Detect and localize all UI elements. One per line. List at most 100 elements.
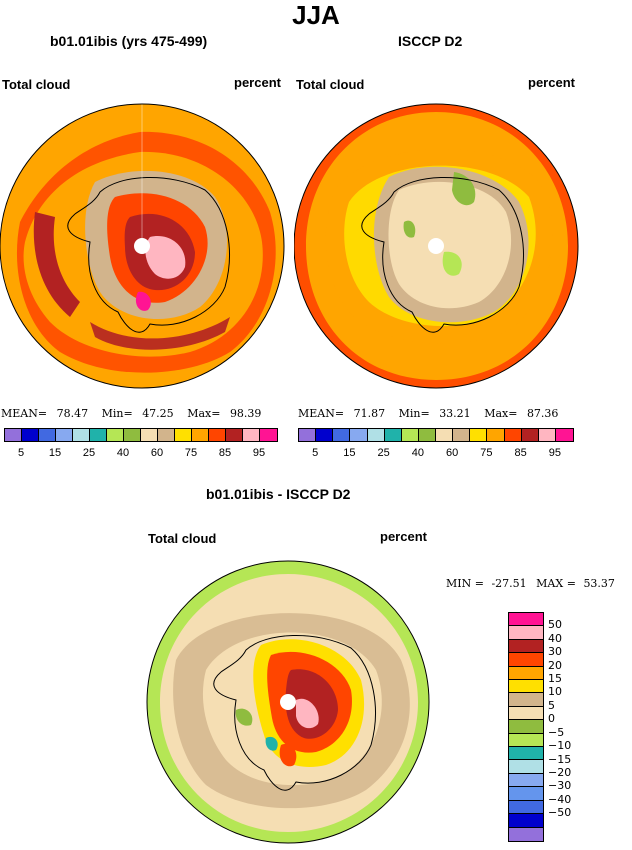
colorbar-swatch: [226, 429, 243, 441]
colorbar-swatch: [555, 429, 573, 441]
colorbar-swatch: [487, 429, 505, 441]
colorbar-tick-label: 10: [548, 685, 562, 699]
colorbar-tick-label: −50: [548, 806, 572, 820]
colorbar-swatch: [509, 626, 543, 640]
colorbar-swatch: [509, 747, 543, 761]
panel2-max-value: 87.36: [526, 407, 559, 420]
panel1-polar-map: [0, 103, 285, 389]
colorbar-swatch: [158, 429, 175, 441]
colorbar-swatch: [509, 814, 543, 828]
colorbar-swatch: [56, 429, 73, 441]
colorbar-tick-label: −40: [548, 792, 572, 806]
colorbar-swatch: [418, 429, 436, 441]
diff-units-label: percent: [380, 529, 427, 544]
colorbar-swatch: [509, 639, 543, 654]
colorbar-swatch: [453, 429, 471, 441]
colorbar-swatch: [5, 429, 22, 441]
colorbar-swatch: [209, 429, 226, 441]
panel1-colorbar: [4, 428, 278, 442]
colorbar-tick-label: −20: [548, 765, 572, 779]
panel1-stats: MEAN= 78.47 Min= 47.25 Max= 98.39: [1, 407, 261, 420]
colorbar-tick-label: 5: [312, 447, 319, 459]
colorbar-swatch: [509, 666, 543, 681]
colorbar-swatch: [509, 760, 543, 774]
colorbar-tick-label: 60: [150, 447, 164, 459]
panel2-mean-label: MEAN=: [298, 407, 345, 420]
diff-max-value: 53.37: [583, 577, 615, 590]
colorbar-swatch: [175, 429, 192, 441]
colorbar-swatch: [504, 429, 522, 441]
colorbar-tick-label: 0: [548, 712, 555, 726]
colorbar-tick-label: 60: [446, 447, 459, 459]
colorbar-tick-label: 50: [548, 618, 562, 632]
panel2-title: ISCCP D2: [398, 33, 463, 49]
colorbar-tick-label: 20: [548, 658, 562, 672]
colorbar-swatch: [509, 773, 543, 788]
diff-field-label: Total cloud: [148, 531, 217, 546]
colorbar-swatch: [124, 429, 141, 441]
panel2-min-value: 33.21: [439, 407, 471, 420]
colorbar-swatch: [22, 429, 39, 441]
panel2-max-label: Max=: [484, 407, 518, 420]
panel1-mean-value: 78.47: [56, 407, 89, 420]
colorbar-swatch: [192, 429, 209, 441]
panel2-polar-map: [294, 103, 579, 389]
colorbar-tick-label: 5: [548, 698, 555, 712]
panel1-min-value: 47.25: [142, 407, 174, 420]
panel1-max-label: Max=: [187, 407, 221, 420]
colorbar-swatch: [436, 429, 454, 441]
panel2-stats: MEAN= 71.87 Min= 33.21 Max= 87.36: [298, 407, 558, 420]
diff-max-label: MAX =: [536, 577, 576, 590]
colorbar-swatch: [260, 429, 277, 441]
colorbar-tick-label: 40: [116, 447, 130, 459]
panel1-mean-label: MEAN=: [1, 407, 48, 420]
colorbar-swatch: [350, 429, 368, 441]
colorbar-tick-label: 95: [548, 447, 561, 459]
panel2-colorbar: [298, 428, 574, 442]
panel1-field-label: Total cloud: [2, 77, 71, 92]
colorbar-swatch: [509, 787, 543, 801]
colorbar-tick-label: 15: [343, 447, 356, 459]
panel2-units-label: percent: [528, 75, 575, 90]
colorbar-swatch: [509, 800, 543, 815]
colorbar-tick-label: 40: [548, 631, 562, 645]
colorbar-swatch: [141, 429, 158, 441]
panel2-min-label: Min=: [398, 407, 430, 420]
colorbar-swatch: [509, 653, 543, 667]
panel2-mean-value: 71.87: [353, 407, 386, 420]
diff-title: b01.01ibis - ISCCP D2: [206, 486, 351, 502]
panel1-min-label: Min=: [101, 407, 133, 420]
panel2-colorbar-ticks: 5 15 25 40 60 75 85 95: [298, 447, 572, 461]
colorbar-tick-label: 95: [252, 447, 266, 459]
colorbar-swatch: [243, 429, 260, 441]
diff-colorbar-ticks: 50 40 30 20 15 10 5 0 −5 −10 −15 −20 −30 −40 −50: [548, 612, 628, 840]
colorbar-tick-label: 5: [17, 447, 25, 459]
colorbar-tick-label: 40: [411, 447, 424, 459]
panel1-max-value: 98.39: [229, 407, 262, 420]
colorbar-swatch: [509, 720, 543, 734]
colorbar-tick-label: 15: [48, 447, 62, 459]
colorbar-swatch: [509, 693, 543, 707]
colorbar-tick-label: −5: [548, 725, 565, 739]
colorbar-swatch: [107, 429, 124, 441]
panel2-field-label: Total cloud: [296, 77, 365, 92]
diff-min-label: MIN =: [446, 577, 484, 590]
colorbar-swatch: [521, 429, 539, 441]
colorbar-tick-label: 75: [184, 447, 198, 459]
colorbar-swatch: [316, 429, 334, 441]
colorbar-swatch: [509, 827, 543, 841]
panel1-colorbar-ticks: 5 15 25 40 60 75 85 95: [4, 447, 276, 461]
colorbar-swatch: [538, 429, 556, 441]
colorbar-swatch: [39, 429, 56, 441]
diff-polar-map: [146, 560, 430, 844]
colorbar-tick-label: 25: [377, 447, 390, 459]
colorbar-tick-label: 85: [218, 447, 232, 459]
colorbar-swatch: [90, 429, 107, 441]
colorbar-tick-label: 85: [514, 447, 527, 459]
colorbar-swatch: [509, 613, 543, 627]
diff-stats: MIN = -27.51 MAX = 53.37: [446, 577, 615, 590]
colorbar-swatch: [470, 429, 488, 441]
colorbar-tick-label: 25: [82, 447, 96, 459]
diff-min-value: -27.51: [491, 577, 527, 590]
panel1-title: b01.01ibis (yrs 475-499): [50, 33, 208, 49]
